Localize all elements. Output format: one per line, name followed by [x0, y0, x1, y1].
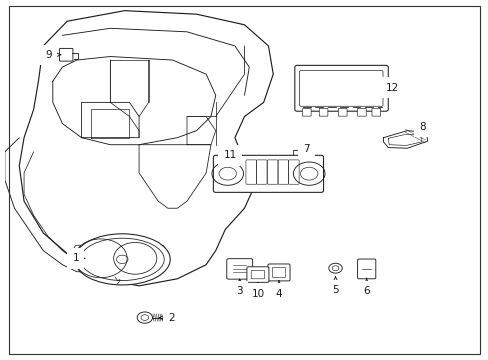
Text: 4: 4	[275, 280, 282, 298]
FancyBboxPatch shape	[60, 48, 73, 61]
FancyBboxPatch shape	[294, 66, 387, 111]
Text: 5: 5	[331, 277, 338, 295]
Text: 2: 2	[159, 313, 175, 323]
FancyBboxPatch shape	[246, 267, 268, 282]
Text: 8: 8	[417, 122, 425, 132]
Text: 1: 1	[72, 253, 84, 263]
FancyBboxPatch shape	[302, 108, 310, 116]
Circle shape	[137, 312, 152, 323]
Text: 7: 7	[303, 144, 309, 154]
FancyBboxPatch shape	[371, 108, 380, 116]
FancyBboxPatch shape	[338, 108, 346, 116]
FancyBboxPatch shape	[213, 155, 323, 192]
FancyBboxPatch shape	[357, 108, 366, 116]
FancyBboxPatch shape	[357, 259, 375, 279]
Text: 12: 12	[385, 82, 398, 93]
Text: 3: 3	[236, 279, 243, 296]
Text: 6: 6	[363, 278, 369, 296]
Text: 10: 10	[251, 283, 264, 298]
FancyBboxPatch shape	[267, 264, 289, 281]
FancyBboxPatch shape	[319, 108, 327, 116]
Circle shape	[328, 263, 342, 273]
FancyBboxPatch shape	[226, 259, 252, 279]
Text: 11: 11	[223, 150, 238, 166]
Ellipse shape	[74, 234, 170, 285]
Text: 9: 9	[45, 50, 61, 60]
